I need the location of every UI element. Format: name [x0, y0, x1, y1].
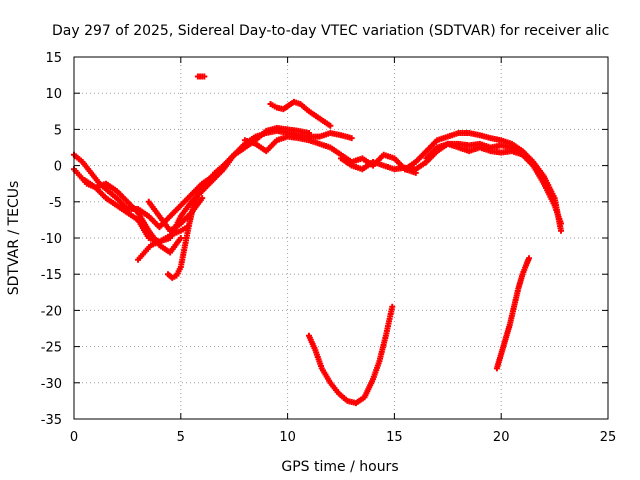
- data-point: [348, 135, 355, 142]
- data-points: [71, 73, 565, 407]
- data-point: [177, 235, 184, 241]
- x-tick-label: 25: [600, 430, 617, 445]
- data-point: [558, 227, 565, 234]
- x-axis-title: GPS time / hours: [281, 459, 398, 475]
- data-point: [241, 144, 248, 151]
- series-track-j: [338, 140, 526, 173]
- data-point: [389, 303, 396, 310]
- series-track-m: [305, 303, 396, 407]
- y-tick-label: -35: [41, 413, 62, 428]
- y-tick-label: -15: [41, 268, 62, 283]
- y-tick-label: -10: [41, 232, 62, 247]
- series-track-n: [493, 255, 532, 372]
- y-tick-label: 0: [54, 160, 62, 175]
- y-tick-label: -30: [41, 377, 62, 392]
- x-tick-label: 20: [493, 430, 510, 445]
- y-axis-title: SDTVAR / TECUs: [6, 181, 22, 296]
- chart-title: Day 297 of 2025, Sidereal Day-to-day VTE…: [52, 23, 609, 39]
- y-tick-label: 10: [45, 87, 62, 102]
- data-point: [327, 122, 334, 129]
- y-tick-label: -5: [49, 196, 62, 211]
- x-tick-label: 5: [177, 430, 185, 445]
- y-tick-label: -25: [41, 341, 62, 356]
- x-tick-label: 15: [386, 430, 403, 445]
- data-point: [525, 255, 532, 262]
- series-track-l: [423, 140, 565, 227]
- y-tick-label: 5: [54, 123, 62, 138]
- data-point: [201, 73, 208, 80]
- data-point: [199, 195, 206, 202]
- axis-ticks: 0 5 10 15 20 25 15 10 5 0 -5 -10 -15 -20 -25 -30 -35: [41, 51, 617, 445]
- series-track-g: [194, 73, 208, 80]
- series-track-i: [241, 133, 419, 176]
- series-track-h: [267, 98, 334, 129]
- series-track-f: [164, 144, 248, 281]
- y-tick-label: 15: [45, 51, 62, 66]
- data-point: [305, 130, 312, 137]
- x-tick-label: 0: [70, 430, 78, 445]
- x-tick-label: 10: [279, 430, 296, 445]
- data-point: [558, 220, 565, 227]
- series-track-k: [402, 130, 565, 234]
- y-tick-label: -20: [41, 304, 62, 319]
